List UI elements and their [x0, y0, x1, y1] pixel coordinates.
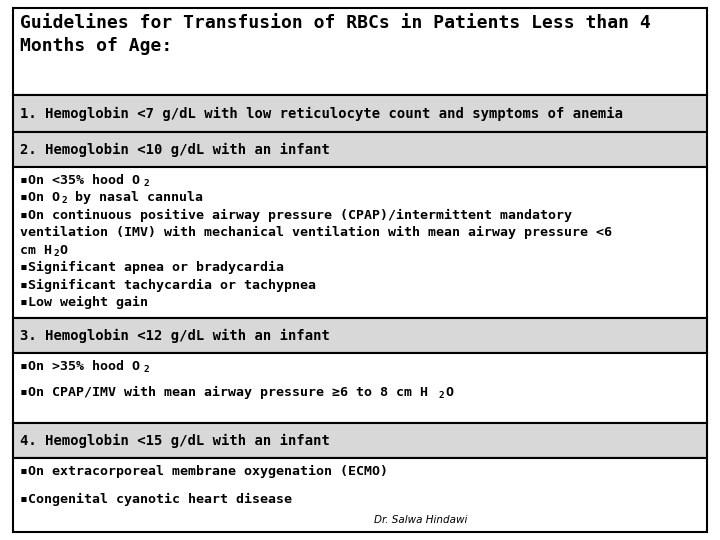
Bar: [13, 423, 707, 458]
Bar: [13, 167, 707, 318]
Text: ▪Significant tachycardia or tachypnea: ▪Significant tachycardia or tachypnea: [20, 279, 316, 292]
Bar: [13, 132, 707, 167]
Text: ventilation (IMV) with mechanical ventilation with mean airway pressure <6: ventilation (IMV) with mechanical ventil…: [20, 226, 612, 239]
Text: ▪On CPAP/IMV with mean airway pressure ≥6 to 8 cm H: ▪On CPAP/IMV with mean airway pressure ≥…: [20, 387, 428, 400]
Text: 1. Hemoglobin <7 g/dL with low reticulocyte count and symptoms of anemia: 1. Hemoglobin <7 g/dL with low reticuloc…: [20, 106, 623, 121]
Text: O: O: [445, 387, 453, 400]
Text: 2. Hemoglobin <10 g/dL with an infant: 2. Hemoglobin <10 g/dL with an infant: [20, 143, 330, 157]
Text: 4. Hemoglobin <15 g/dL with an infant: 4. Hemoglobin <15 g/dL with an infant: [20, 434, 330, 448]
Text: Guidelines for Transfusion of RBCs in Patients Less than 4
Months of Age:: Guidelines for Transfusion of RBCs in Pa…: [20, 14, 651, 55]
Bar: [13, 318, 707, 353]
Text: 2: 2: [143, 179, 149, 188]
Text: ▪On continuous positive airway pressure (CPAP)/intermittent mandatory: ▪On continuous positive airway pressure …: [20, 209, 572, 222]
Text: 2: 2: [439, 392, 445, 400]
Text: by nasal cannula: by nasal cannula: [67, 191, 203, 204]
Text: ▪On >35% hood O: ▪On >35% hood O: [20, 360, 140, 373]
Text: 2: 2: [61, 196, 67, 205]
Text: 2: 2: [143, 364, 149, 374]
Text: ▪Congenital cyanotic heart disease: ▪Congenital cyanotic heart disease: [20, 493, 292, 506]
Text: cm H: cm H: [20, 244, 52, 257]
Text: ▪On <35% hood O: ▪On <35% hood O: [20, 174, 140, 187]
Text: ▪On O: ▪On O: [20, 191, 60, 204]
Bar: [13, 353, 707, 423]
Text: ▪On extracorporeal membrane oxygenation (ECMO): ▪On extracorporeal membrane oxygenation …: [20, 464, 388, 478]
Bar: [13, 458, 707, 532]
Text: 3. Hemoglobin <12 g/dL with an infant: 3. Hemoglobin <12 g/dL with an infant: [20, 328, 330, 342]
Text: ▪Low weight gain: ▪Low weight gain: [20, 296, 148, 309]
Bar: [13, 8, 707, 96]
Text: 2: 2: [53, 248, 59, 258]
Text: ▪Significant apnea or bradycardia: ▪Significant apnea or bradycardia: [20, 261, 284, 274]
Text: O: O: [59, 244, 67, 257]
Bar: [13, 96, 707, 132]
Text: Dr. Salwa Hindawi: Dr. Salwa Hindawi: [374, 515, 468, 525]
